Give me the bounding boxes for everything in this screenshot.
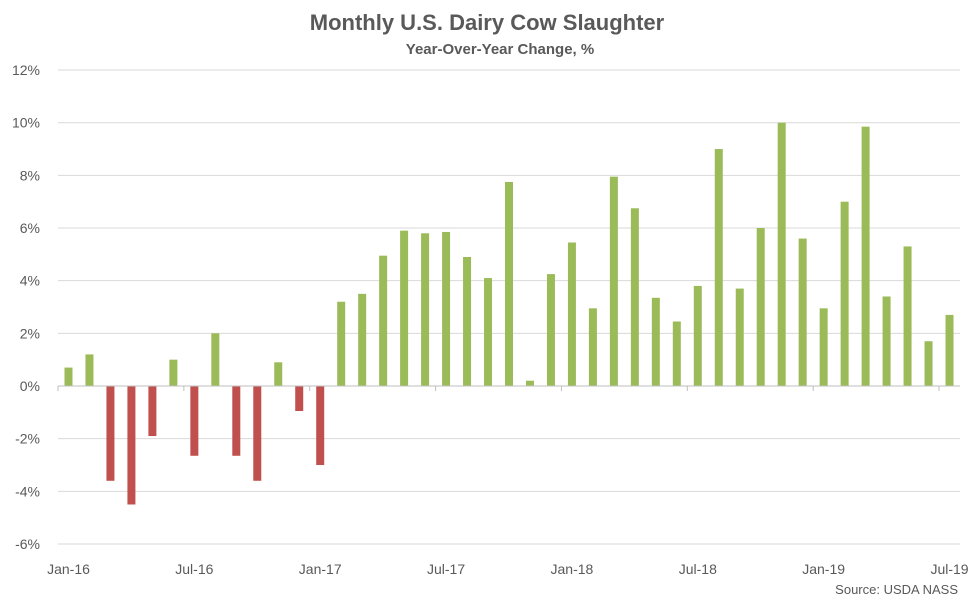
bar-Oct-17 <box>505 181 513 386</box>
bar-Feb-17 <box>337 301 346 386</box>
y-tick-label: 12% <box>12 62 40 78</box>
bar-Apr-16 <box>127 386 136 505</box>
bar-Dec-16 <box>295 386 304 412</box>
bar-Apr-17 <box>379 255 388 386</box>
bar-Sep-18 <box>735 288 744 386</box>
x-tick-label: Jan-16 <box>47 561 90 577</box>
y-tick-label: 8% <box>20 167 40 183</box>
y-tick-label: -6% <box>15 536 40 552</box>
y-tick-label: 2% <box>20 325 40 341</box>
bar-May-19 <box>903 246 912 386</box>
bar-Jan-18 <box>567 242 576 386</box>
chart-subtitle: Year-Over-Year Change, % <box>406 41 594 58</box>
y-tick-label: 0% <box>20 378 40 394</box>
bar-Jan-16 <box>64 367 73 386</box>
y-tick-label: -2% <box>15 431 40 447</box>
bar-Jul-16 <box>190 386 199 456</box>
bar-Jul-17 <box>442 231 451 386</box>
x-tick-label: Jan-18 <box>551 561 594 577</box>
bar-May-18 <box>651 297 660 386</box>
x-tick-label: Jan-19 <box>802 561 845 577</box>
bar-Mar-17 <box>358 293 367 386</box>
bar-Aug-16 <box>211 333 220 386</box>
x-tick-label: Jan-17 <box>299 561 342 577</box>
x-tick-label: Jul-18 <box>679 561 717 577</box>
bar-Nov-18 <box>777 122 786 386</box>
bar-Dec-17 <box>546 274 555 386</box>
chart-title: Monthly U.S. Dairy Cow Slaughter <box>310 10 665 35</box>
bar-Jul-18 <box>693 285 702 386</box>
bar-Mar-16 <box>106 386 115 481</box>
bar-Sep-17 <box>484 278 493 386</box>
bar-May-16 <box>148 386 157 437</box>
bar-Dec-18 <box>798 238 807 386</box>
bar-Sep-16 <box>232 386 241 456</box>
bar-Apr-19 <box>882 296 891 386</box>
x-tick-label: Jul-17 <box>427 561 465 577</box>
bar-Apr-18 <box>630 208 639 386</box>
bar-Feb-19 <box>840 201 849 386</box>
bar-Aug-17 <box>463 256 472 386</box>
y-tick-label: 6% <box>20 220 40 236</box>
x-tick-label: Jul-19 <box>930 561 968 577</box>
bar-Mar-18 <box>609 176 618 386</box>
bar-Feb-18 <box>588 308 597 386</box>
bar-Nov-17 <box>525 380 534 386</box>
bar-Oct-16 <box>253 386 262 481</box>
y-tick-label: 4% <box>20 273 40 289</box>
bar-Jun-17 <box>421 233 430 386</box>
bar-Mar-19 <box>861 126 870 386</box>
y-tick-label: -4% <box>15 483 40 499</box>
bar-Jan-19 <box>819 308 828 386</box>
source-note: Source: USDA NASS <box>835 582 958 597</box>
bar-Jun-18 <box>672 321 681 386</box>
bar-Oct-18 <box>756 228 765 386</box>
bar-Jun-16 <box>169 359 178 386</box>
bar-May-17 <box>400 230 409 386</box>
bar-Feb-16 <box>85 354 94 386</box>
bar-Jan-17 <box>316 386 325 465</box>
bar-Aug-18 <box>714 149 723 386</box>
x-tick-label: Jul-16 <box>175 561 213 577</box>
bar-Jul-19 <box>945 314 954 386</box>
y-tick-label: 10% <box>12 115 40 131</box>
bar-Jun-19 <box>924 341 933 386</box>
bar-Nov-16 <box>274 362 283 386</box>
